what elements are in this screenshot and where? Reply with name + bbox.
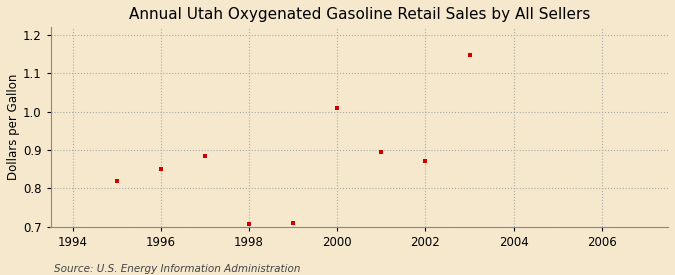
Y-axis label: Dollars per Gallon: Dollars per Gallon	[7, 74, 20, 180]
Text: Source: U.S. Energy Information Administration: Source: U.S. Energy Information Administ…	[54, 264, 300, 274]
Title: Annual Utah Oxygenated Gasoline Retail Sales by All Sellers: Annual Utah Oxygenated Gasoline Retail S…	[129, 7, 590, 22]
